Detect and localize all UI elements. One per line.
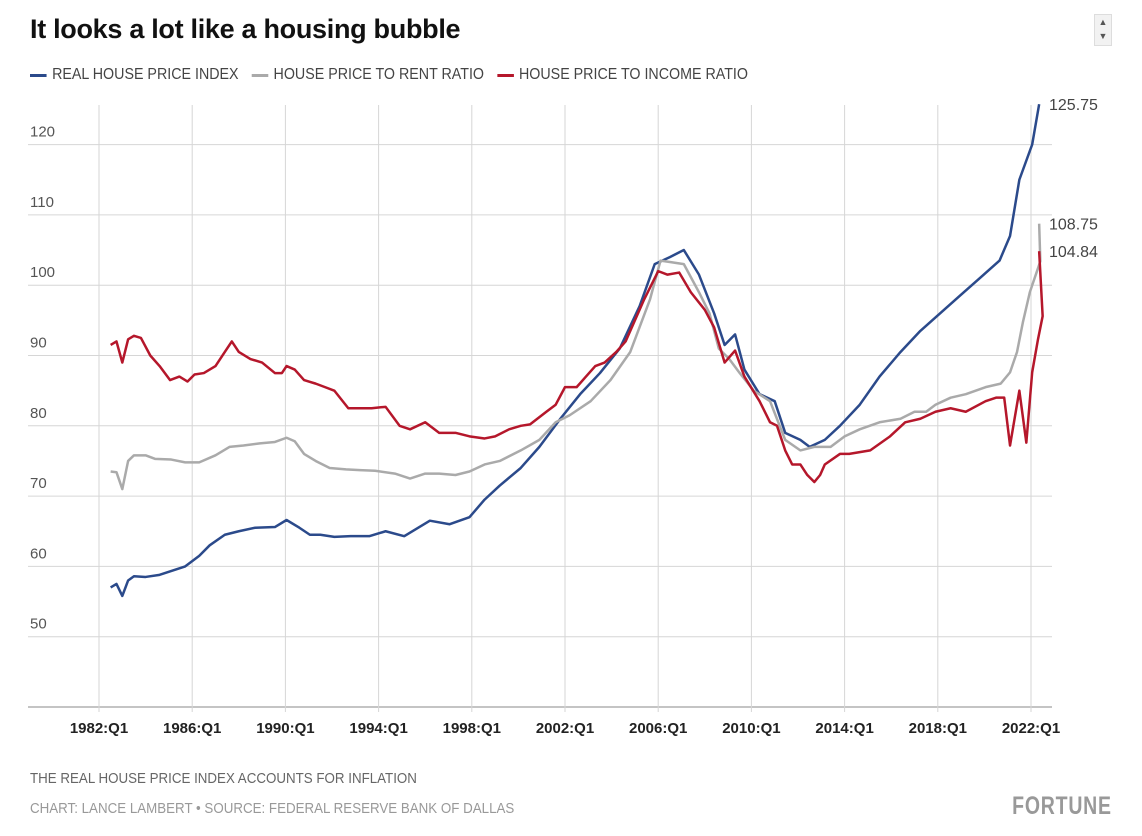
legend: REAL HOUSE PRICE INDEX HOUSE PRICE TO RE… — [30, 66, 748, 84]
legend-swatch — [30, 73, 47, 77]
y-tick-label: 80 — [30, 405, 47, 422]
x-tick-label: 2018:Q1 — [909, 720, 967, 737]
x-tick-label: 1998:Q1 — [443, 720, 501, 737]
legend-item-price-rent: HOUSE PRICE TO RENT RATIO — [251, 66, 484, 84]
legend-swatch — [496, 73, 514, 77]
series-line-0 — [110, 103, 1041, 598]
line-chart: 50 60 70 80 90 100 110 120 1982:Q1 1986:Q1 1990:Q1… — [28, 97, 1098, 737]
end-value-label: 108.75 — [1049, 217, 1098, 234]
chart-title: It looks a lot like a housing bubble — [30, 14, 461, 44]
legend-label: REAL HOUSE PRICE INDEX — [52, 66, 239, 83]
y-tick-label: 100 — [30, 264, 55, 281]
x-tick-label: 1986:Q1 — [163, 720, 221, 737]
y-tick-label: 110 — [30, 194, 54, 211]
scroll-arrows[interactable]: ▲ ▼ — [1094, 14, 1112, 46]
y-tick-label: 70 — [30, 475, 47, 492]
scroll-down-icon[interactable]: ▼ — [1098, 31, 1108, 41]
legend-item-price-income: HOUSE PRICE TO INCOME RATIO — [496, 66, 748, 84]
y-tick-label: 90 — [30, 335, 47, 352]
fortune-logo: FORTUNE — [1012, 792, 1112, 820]
x-tick-label: 2010:Q1 — [722, 720, 780, 737]
scroll-up-icon[interactable]: ▲ — [1098, 17, 1108, 27]
credit: CHART: LANCE LAMBERT • SOURCE: FEDERAL R… — [30, 801, 515, 817]
end-value-label: 104.84 — [1049, 244, 1098, 261]
legend-swatch — [251, 73, 269, 77]
legend-label: HOUSE PRICE TO INCOME RATIO — [518, 66, 748, 83]
x-tick-label: 1990:Q1 — [256, 720, 314, 737]
x-tick-label: 2006:Q1 — [629, 720, 687, 737]
footnote: THE REAL HOUSE PRICE INDEX ACCOUNTS FOR … — [30, 771, 417, 787]
x-tick-label: 1994:Q1 — [349, 720, 407, 737]
legend-item-real-hpi: REAL HOUSE PRICE INDEX — [30, 66, 239, 84]
end-value-label: 125.75 — [1049, 97, 1098, 114]
x-tick-label: 1982:Q1 — [70, 720, 128, 737]
y-tick-label: 120 — [30, 124, 55, 141]
legend-label: HOUSE PRICE TO RENT RATIO — [273, 66, 485, 83]
x-tick-label: 2014:Q1 — [815, 720, 873, 737]
series-line-2 — [110, 251, 1044, 484]
series-line-1 — [110, 223, 1042, 491]
y-tick-label: 50 — [30, 616, 47, 633]
y-tick-label: 60 — [30, 545, 47, 562]
x-tick-label: 2002:Q1 — [536, 720, 594, 737]
x-tick-label: 2022:Q1 — [1002, 720, 1060, 737]
